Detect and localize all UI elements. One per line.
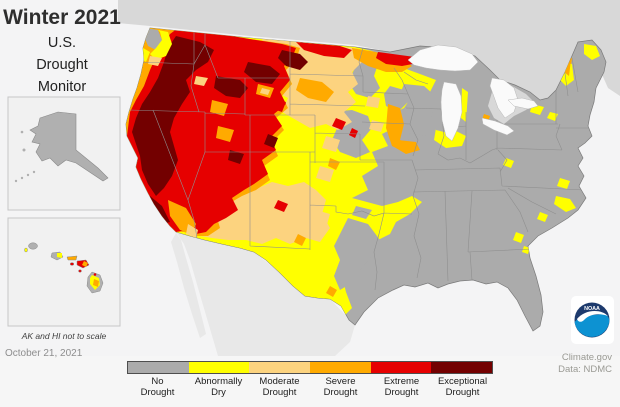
- legend-swatch-extreme: [370, 362, 432, 373]
- state-borders: [128, 30, 590, 291]
- legend-label-abnormally-dry: Abnormally Dry: [194, 376, 243, 398]
- great-lakes: [407, 44, 539, 142]
- legend-swatch-abnormally-dry: [188, 362, 250, 373]
- noaa-logo-text: NOAA: [584, 306, 600, 312]
- data-credit: Data: NDMC: [558, 363, 612, 375]
- hawaii-inset: [7, 217, 121, 327]
- alaska-shape: [29, 111, 109, 182]
- legend-label-moderate: Moderate Drought: [259, 376, 300, 398]
- lake-erie: [481, 117, 515, 136]
- lake-michigan: [440, 81, 463, 142]
- drought-legend: No Drought Abnormally Dry Moderate Drought …: [127, 361, 493, 398]
- subtitle-line-3: Monitor: [37, 78, 87, 95]
- legend-label-severe: Severe Drought: [323, 376, 358, 398]
- noaa-logo-bird: [577, 310, 608, 322]
- lake-superior: [407, 44, 479, 72]
- title-block: Winter 2021 U.S. Drought Monitor: [0, 6, 124, 98]
- us-drought-map: NOAA: [7, 0, 620, 356]
- legend-swatch-moderate: [249, 362, 311, 373]
- inset-scale-note: AK and HI not to scale: [21, 331, 107, 341]
- subtitle-line-1: U.S.: [47, 35, 77, 51]
- lake-huron: [489, 77, 519, 119]
- legend-label-extreme: Extreme Drought: [383, 376, 420, 398]
- aleutian-islands: [14, 130, 36, 183]
- hawaiian-islands: [24, 242, 104, 294]
- lake-ontario: [507, 97, 539, 110]
- mexico-landmass: [176, 232, 355, 356]
- legend-label-no-drought: No Drought: [140, 376, 175, 398]
- northwest-details: [140, 28, 274, 238]
- alaska-inset: [7, 96, 121, 211]
- map-date: October 21, 2021: [5, 348, 83, 359]
- page-title: Winter 2021: [3, 6, 121, 29]
- noaa-logo: NOAA: [571, 296, 614, 344]
- legend-color-bar: [127, 361, 493, 374]
- subtitle-line-2: Drought: [36, 56, 88, 73]
- credits: Climate.gov Data: NDMC: [558, 352, 612, 376]
- legend-swatch-severe: [310, 362, 371, 373]
- drought-layer-d4: [132, 36, 308, 224]
- drought-layers: [126, 28, 600, 316]
- legend-swatch-no-drought: [128, 362, 189, 373]
- baja-peninsula: [171, 233, 206, 338]
- source-credit: Climate.gov: [561, 352, 612, 363]
- canada-landmass: [118, 0, 620, 100]
- legend-labels: No Drought Abnormally Dry Moderate Drought …: [127, 376, 493, 398]
- hawaii-inset-box: [7, 217, 121, 327]
- legend-label-exceptional: Exceptional Drought: [437, 376, 488, 398]
- legend-swatch-exceptional: [431, 362, 493, 373]
